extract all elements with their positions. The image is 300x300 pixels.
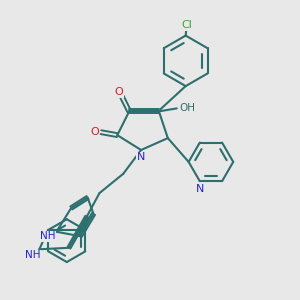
Text: OH: OH [179,103,195,113]
Text: N: N [137,152,145,162]
Text: O: O [114,87,123,97]
Text: Cl: Cl [182,20,193,30]
Text: O: O [90,127,99,137]
Text: NH: NH [25,250,40,260]
Text: N: N [196,184,204,194]
Text: NH: NH [40,231,55,241]
